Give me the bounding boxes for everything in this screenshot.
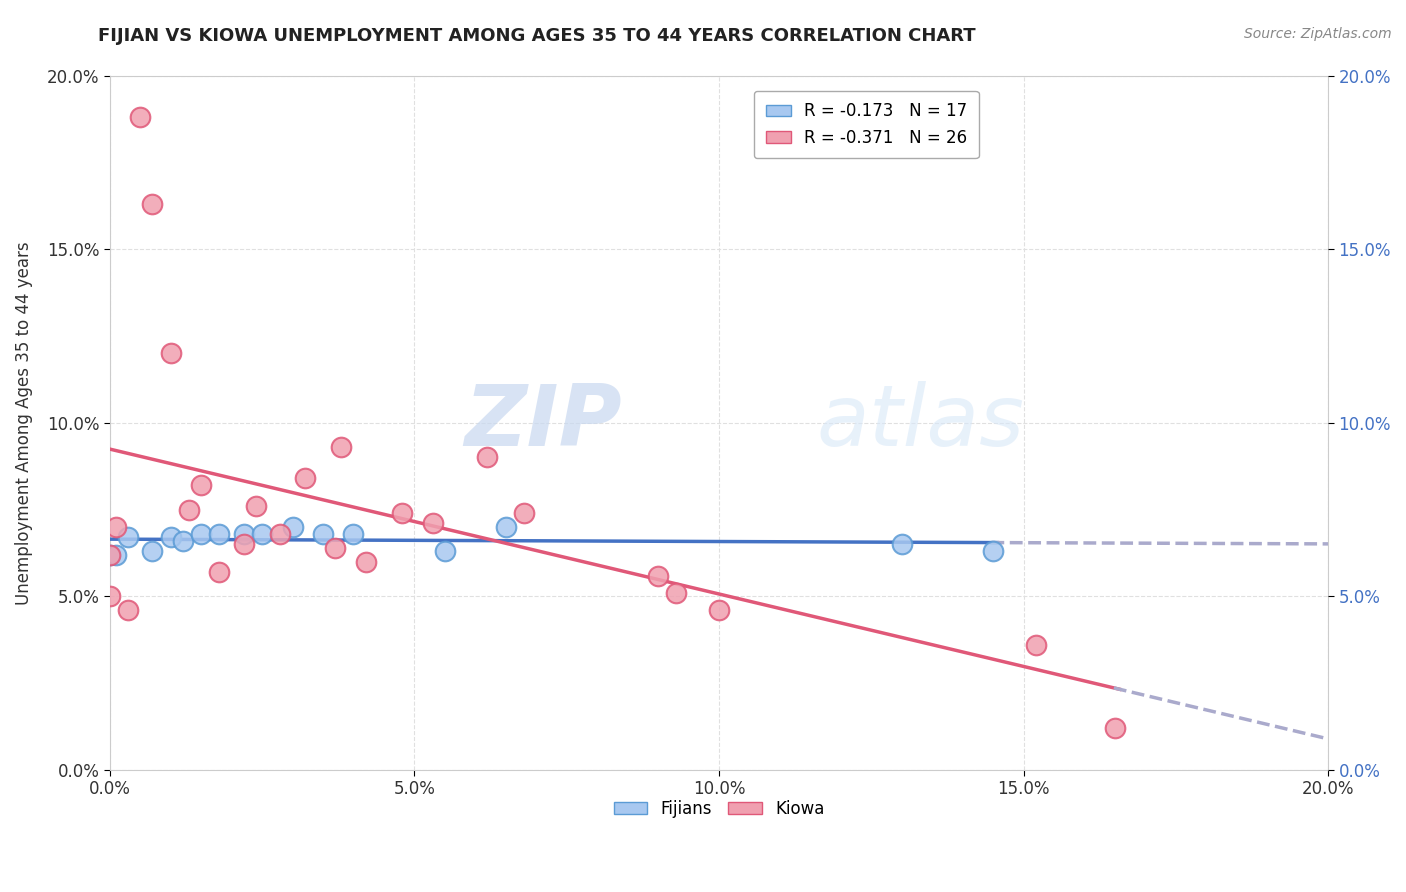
Point [141, 544, 163, 558]
Point [1104, 722, 1126, 736]
Point [422, 516, 444, 531]
Point [477, 450, 499, 465]
Text: atlas: atlas [817, 381, 1025, 464]
Point [159, 346, 181, 360]
Point [190, 527, 212, 541]
Point [391, 506, 413, 520]
Point [312, 527, 335, 541]
Point [433, 544, 456, 558]
Point [232, 537, 254, 551]
Point [104, 520, 127, 534]
Point [141, 197, 163, 211]
Point [354, 555, 377, 569]
Point [208, 527, 231, 541]
Point [172, 533, 194, 548]
Point [981, 544, 1004, 558]
Point [269, 527, 291, 541]
Point [647, 568, 669, 582]
Point [1025, 638, 1047, 652]
Point [323, 541, 346, 555]
Text: ZIP: ZIP [464, 381, 621, 464]
Point [177, 502, 200, 516]
Point [890, 537, 912, 551]
Point [98, 590, 121, 604]
Point [495, 520, 517, 534]
Y-axis label: Unemployment Among Ages 35 to 44 years: Unemployment Among Ages 35 to 44 years [15, 241, 32, 605]
Point [98, 548, 121, 562]
Point [707, 603, 730, 617]
Point [117, 603, 139, 617]
Text: FIJIAN VS KIOWA UNEMPLOYMENT AMONG AGES 35 TO 44 YEARS CORRELATION CHART: FIJIAN VS KIOWA UNEMPLOYMENT AMONG AGES … [98, 27, 976, 45]
Point [281, 520, 304, 534]
Point [513, 506, 536, 520]
Point [159, 530, 181, 544]
Point [294, 471, 316, 485]
Legend: Fijians, Kiowa: Fijians, Kiowa [607, 793, 831, 824]
Point [330, 440, 353, 454]
Point [232, 527, 254, 541]
Point [250, 527, 273, 541]
Point [98, 548, 121, 562]
Point [245, 499, 267, 513]
Point [104, 548, 127, 562]
Point [208, 565, 231, 579]
Point [129, 110, 152, 124]
Point [190, 478, 212, 492]
Point [117, 530, 139, 544]
Point [665, 586, 688, 600]
Text: Source: ZipAtlas.com: Source: ZipAtlas.com [1244, 27, 1392, 41]
Point [342, 527, 364, 541]
